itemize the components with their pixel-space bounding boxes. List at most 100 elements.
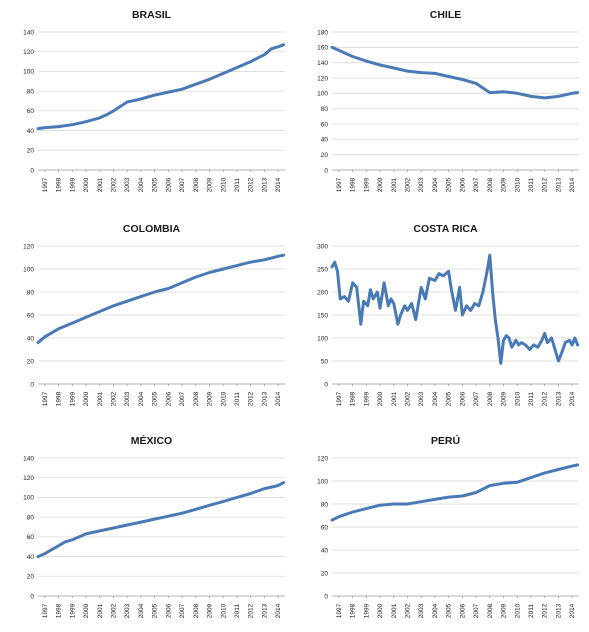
x-tick-label: 2007 bbox=[473, 177, 480, 192]
x-tick-label: 2004 bbox=[138, 177, 145, 192]
y-tick-label: 100 bbox=[317, 478, 328, 485]
y-tick-label: 40 bbox=[27, 128, 35, 135]
x-tick-label: 1999 bbox=[363, 177, 370, 192]
chart-costa-rica: COSTA RICA 0 50 100 150 200 250 300 1997 1998 1999… bbox=[317, 223, 580, 406]
x-tick-label: 2009 bbox=[207, 177, 214, 192]
x-tick-label: 2012 bbox=[542, 177, 549, 192]
x-tick-label: 2013 bbox=[261, 603, 268, 618]
x-tick-label: 2010 bbox=[514, 391, 521, 406]
x-tick-label: 2003 bbox=[124, 177, 131, 192]
series-line-chile bbox=[330, 45, 580, 100]
x-tick-label: 2001 bbox=[97, 391, 104, 406]
y-tick-label: 60 bbox=[321, 121, 329, 128]
x-tick-label: 1997 bbox=[42, 177, 49, 192]
x-tick-label: 1997 bbox=[42, 603, 49, 618]
y-tick-label: 40 bbox=[27, 554, 35, 561]
x-tick-label: 1999 bbox=[69, 391, 76, 406]
x-tick-label: 2009 bbox=[207, 603, 214, 618]
chart-panel-chile: CHILE 0 20 40 60 80 100 120 140 160 180 1997 1998 199… bbox=[294, 0, 588, 206]
x-tick-label: 2006 bbox=[459, 391, 466, 406]
x-tick-label: 1999 bbox=[69, 603, 76, 618]
x-tick-label: 2002 bbox=[110, 177, 117, 192]
x-tick-label: 2006 bbox=[165, 391, 172, 406]
y-tick-label: 60 bbox=[27, 108, 35, 115]
x-tick-label: 2004 bbox=[138, 391, 145, 406]
x-tick-label: 2014 bbox=[275, 177, 282, 192]
x-tick-label: 2001 bbox=[97, 177, 104, 192]
x-tick-label: 2012 bbox=[248, 603, 255, 618]
x-tick-label: 1999 bbox=[69, 177, 76, 192]
x-tick-label: 1997 bbox=[336, 177, 343, 192]
x-tick-label: 2003 bbox=[124, 391, 131, 406]
x-tick-label: 2002 bbox=[110, 391, 117, 406]
x-tick-label: 2011 bbox=[234, 604, 241, 618]
x-tick-label: 2003 bbox=[418, 177, 425, 192]
x-tick-label: 1998 bbox=[56, 177, 63, 192]
chart-title: COSTA RICA bbox=[413, 223, 478, 235]
y-tick-label: 120 bbox=[23, 475, 34, 482]
chart-title: PERÚ bbox=[431, 434, 460, 447]
chart-peru: PERÚ 0 20 40 60 80 100 120 1997 1998 1999 2000 2001 2… bbox=[317, 434, 580, 618]
y-tick-label: 0 bbox=[30, 381, 34, 388]
y-tick-label: 160 bbox=[317, 45, 328, 52]
y-tick-label: 40 bbox=[321, 137, 329, 144]
x-tick-label: 2008 bbox=[487, 391, 494, 406]
series-line-costa-rica bbox=[330, 253, 580, 365]
x-tick-label: 2009 bbox=[207, 391, 214, 406]
chart-title: COLOMBIA bbox=[123, 223, 181, 235]
x-tick-label: 2006 bbox=[165, 603, 172, 618]
x-tick-label: 2009 bbox=[501, 603, 508, 618]
x-tick-label: 2005 bbox=[152, 603, 159, 618]
y-tick-label: 20 bbox=[27, 358, 35, 365]
x-tick-label: 2006 bbox=[459, 603, 466, 618]
x-tick-label: 2007 bbox=[473, 603, 480, 618]
x-tick-label: 2012 bbox=[248, 177, 255, 192]
y-tick-label: 0 bbox=[324, 167, 328, 174]
x-tick-label: 2003 bbox=[418, 391, 425, 406]
y-tick-label: 100 bbox=[23, 266, 34, 273]
x-tick-label: 2008 bbox=[487, 177, 494, 192]
y-tick-label: 80 bbox=[27, 514, 35, 521]
series-line-colombia bbox=[36, 253, 286, 345]
chart-title: BRASIL bbox=[132, 9, 172, 21]
x-tick-label: 2000 bbox=[377, 391, 384, 406]
x-tick-label: 2001 bbox=[391, 177, 398, 192]
x-tick-label: 2012 bbox=[248, 391, 255, 406]
y-tick-label: 0 bbox=[324, 593, 328, 600]
x-tick-label: 2008 bbox=[193, 177, 200, 192]
x-tick-label: 2010 bbox=[220, 391, 227, 406]
x-tick-label: 1999 bbox=[363, 603, 370, 618]
x-tick-label: 2012 bbox=[542, 603, 549, 618]
x-tick-label: 2011 bbox=[528, 392, 535, 406]
x-tick-label: 1998 bbox=[350, 177, 357, 192]
y-tick-label: 100 bbox=[23, 69, 34, 76]
x-tick-label: 2002 bbox=[404, 177, 411, 192]
x-tick-label: 2009 bbox=[501, 177, 508, 192]
x-tick-label: 2010 bbox=[514, 603, 521, 618]
y-tick-label: 40 bbox=[27, 335, 35, 342]
y-tick-label: 140 bbox=[23, 29, 34, 36]
x-tick-label: 1997 bbox=[336, 603, 343, 618]
y-tick-label: 20 bbox=[321, 570, 329, 577]
x-tick-label: 1998 bbox=[56, 391, 63, 406]
chart-panel-costa-rica: COSTA RICA 0 50 100 150 200 250 300 1997 1998 1999… bbox=[294, 214, 588, 420]
x-tick-label: 1997 bbox=[336, 391, 343, 406]
y-tick-label: 200 bbox=[317, 289, 328, 296]
x-tick-label: 2008 bbox=[193, 391, 200, 406]
chart-title: CHILE bbox=[430, 9, 462, 21]
x-tick-label: 2007 bbox=[179, 391, 186, 406]
x-tick-label: 2000 bbox=[83, 391, 90, 406]
series-line-peru bbox=[330, 463, 580, 522]
x-tick-label: 2013 bbox=[555, 177, 562, 192]
x-tick-label: 2013 bbox=[261, 177, 268, 192]
x-tick-label: 2004 bbox=[138, 603, 145, 618]
x-tick-label: 2005 bbox=[152, 391, 159, 406]
x-tick-label: 2010 bbox=[514, 177, 521, 192]
y-tick-label: 120 bbox=[23, 243, 34, 250]
x-tick-label: 2005 bbox=[446, 391, 453, 406]
y-tick-label: 180 bbox=[317, 29, 328, 36]
x-tick-label: 2011 bbox=[528, 178, 535, 192]
y-tick-label: 0 bbox=[324, 381, 328, 388]
y-tick-label: 0 bbox=[30, 167, 34, 174]
